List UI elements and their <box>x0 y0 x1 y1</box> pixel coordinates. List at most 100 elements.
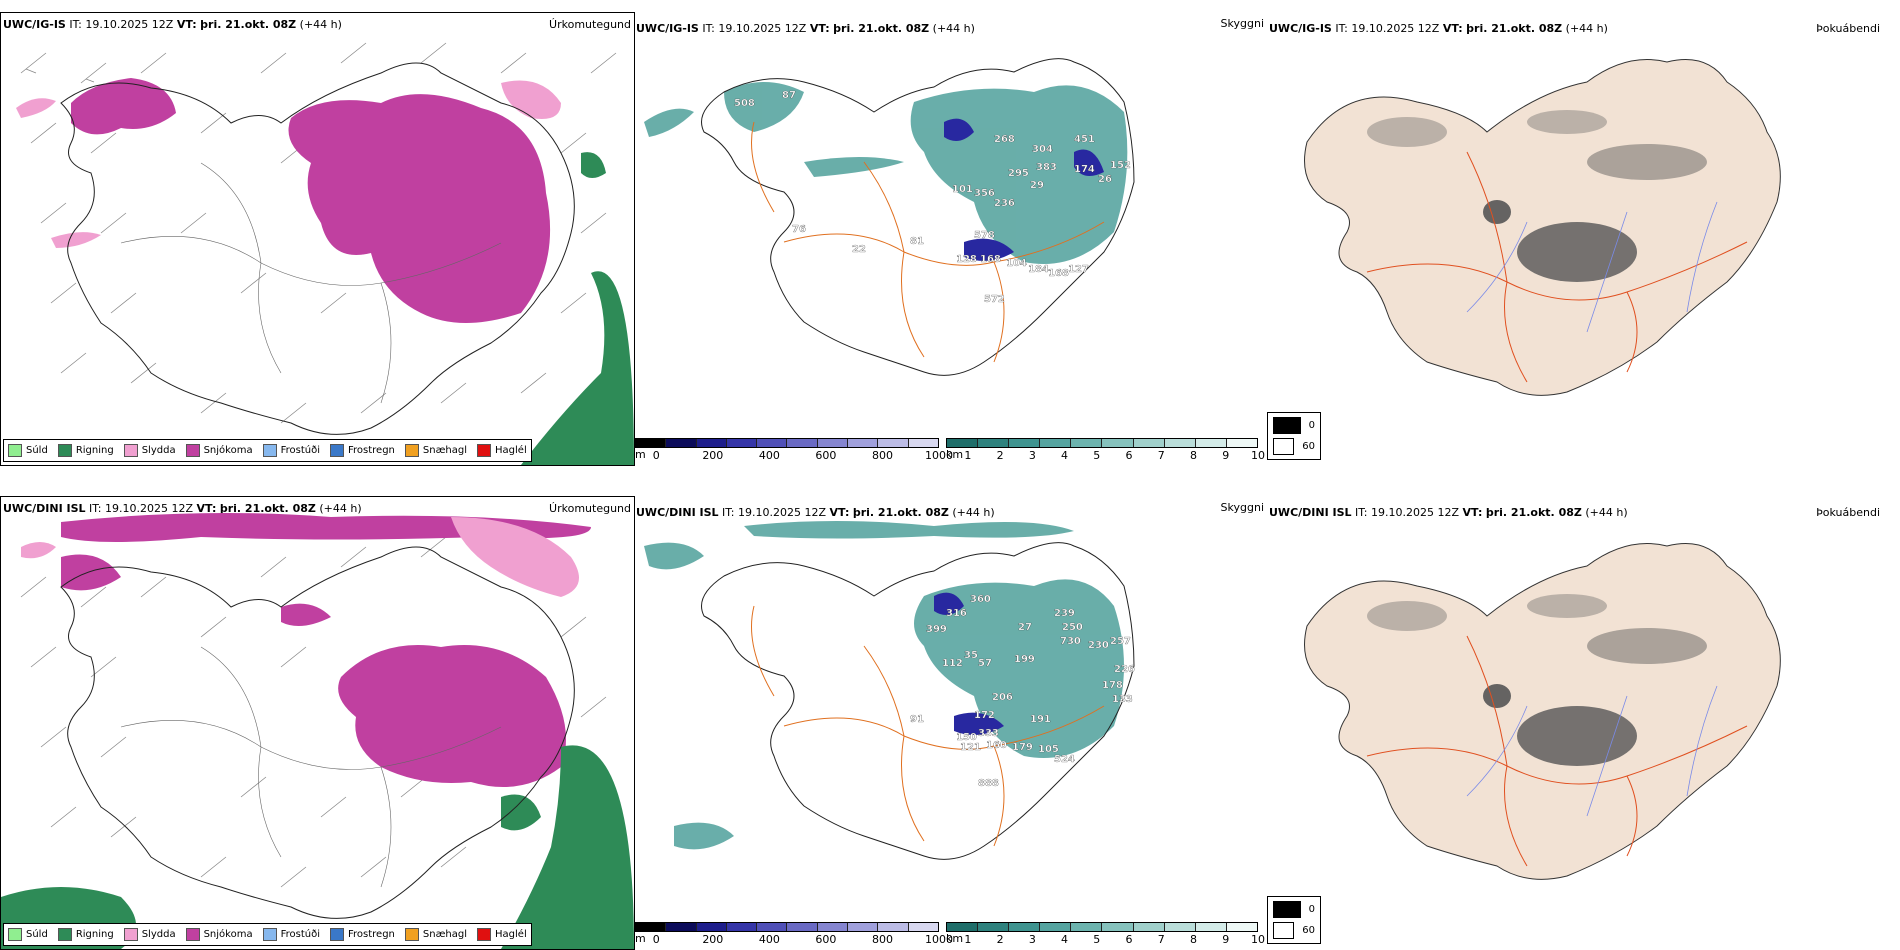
cloud-map: 399 316 360 112 35 57 91 150 333 121 160… <box>644 521 1135 860</box>
coastline <box>60 62 575 435</box>
precip-map <box>1 513 634 949</box>
colorbar-tick: 200 <box>702 449 724 462</box>
map-label: 104 <box>1006 258 1027 269</box>
map-label: 172 <box>974 710 995 721</box>
colorbar-tick: 0 <box>652 449 660 462</box>
colorbar-cell <box>757 439 788 447</box>
colorbar-cell <box>757 923 788 931</box>
colorbar-tick: 200 <box>702 933 724 946</box>
colorbar-unit: m <box>635 448 646 461</box>
map-label: 383 <box>1036 162 1057 173</box>
colorbar-cell <box>636 439 667 447</box>
map-label: 360 <box>970 594 991 605</box>
colorbar-cell <box>787 923 818 931</box>
map-label: 451 <box>1074 134 1095 145</box>
legend-item-rigning: Rigning <box>57 928 114 941</box>
map-label: 105 <box>1038 744 1059 755</box>
legend-item-black: 0 <box>1273 417 1315 434</box>
colorbar-cell <box>1133 439 1165 447</box>
map-label: 128 <box>956 254 977 265</box>
panel-title: Úrkomutegund <box>549 18 631 31</box>
map-label: 29 <box>1030 180 1044 191</box>
colorbar-tick: 1 <box>964 449 972 462</box>
map-label: 35 <box>964 650 978 661</box>
map-label: 178 <box>1102 680 1123 691</box>
colorbar-cell <box>848 923 879 931</box>
map-label: 508 <box>734 98 755 109</box>
cloud-base-labels: 508 87 76 22 81 128 168 104 184 168 127 … <box>734 90 1131 305</box>
map-label: 236 <box>994 198 1015 209</box>
colorbar-cell <box>1102 923 1134 931</box>
colorbar-cell <box>947 923 979 931</box>
colorbar-unit: km <box>946 448 964 461</box>
rain-areas <box>1 745 634 949</box>
map-label: 160 <box>986 740 1007 751</box>
map-label: 174 <box>1074 164 1095 175</box>
colorbar-cell <box>1195 923 1227 931</box>
colorbar-cell <box>636 923 667 931</box>
legend-item-rigning: Rigning <box>57 444 114 457</box>
colorbar-cell <box>726 923 758 931</box>
map-label: 26 <box>1098 174 1112 185</box>
colorbar-tick: 9 <box>1222 449 1230 462</box>
map-label: 206 <box>992 692 1013 703</box>
map-label: 179 <box>1012 742 1033 753</box>
map-label: 87 <box>782 90 796 101</box>
map-label: 76 <box>792 224 806 235</box>
map-label: 184 <box>1028 264 1049 275</box>
map-label: 150 <box>956 732 977 743</box>
colorbar-tick: 1000 <box>925 449 953 462</box>
map-label: 152 <box>1110 160 1131 171</box>
map-label: 27 <box>1018 622 1032 633</box>
colorbar-cell <box>978 923 1010 931</box>
colorbar-cell <box>947 439 979 447</box>
colorbar-cell <box>726 439 758 447</box>
legend-item-white: 60 <box>1273 922 1315 939</box>
map-label: 230 <box>1088 640 1109 651</box>
panel-title: Skyggni <box>1220 501 1264 514</box>
map-label: 121 <box>960 742 981 753</box>
map-label: 572 <box>984 294 1005 305</box>
map-label: 250 <box>1062 622 1083 633</box>
roads <box>120 162 502 404</box>
map-label: 356 <box>974 188 995 199</box>
panel-title: Skyggni <box>1220 17 1264 30</box>
colorbar-tick: 1000 <box>925 933 953 946</box>
legend-item-slydda: Slydda <box>123 928 176 941</box>
colorbar-cell <box>1071 923 1103 931</box>
colorbar-tick: 8 <box>1190 449 1198 462</box>
legend-item-frostudi: Frostúði <box>262 444 320 457</box>
cloud-map: 508 87 76 22 81 128 168 104 184 168 127 … <box>644 58 1135 376</box>
panel-header: UWC/IG-IS IT: 19.10.2025 12Z VT: þri. 21… <box>3 18 342 31</box>
map-label: 168 <box>1048 268 1069 279</box>
roads <box>751 121 1105 363</box>
legend-item-snaehagl: Snæhagl <box>404 444 467 457</box>
colorbar-tick: 5 <box>1093 933 1101 946</box>
cloud-base-labels: 399 316 360 112 35 57 91 150 333 121 160… <box>910 594 1135 789</box>
map-label: 524 <box>1054 754 1075 765</box>
legend-item-snjokoma: Snjókoma <box>185 444 253 457</box>
legend-item-frostregn: Frostregn <box>330 928 395 941</box>
panel-header: UWC/IG-IS IT: 19.10.2025 12Z VT: þri. 21… <box>1269 22 1608 35</box>
colorbar-cell <box>878 923 909 931</box>
colorbar-tick: 6 <box>1125 933 1133 946</box>
colorbar-cell <box>1009 923 1041 931</box>
colorbar-cell <box>1040 923 1072 931</box>
colorbar-tick: 400 <box>758 933 780 946</box>
colorbar-tick: 4 <box>1061 933 1069 946</box>
colorbar-unit: km <box>946 932 964 945</box>
colorbar-tick: 800 <box>871 449 893 462</box>
map-label: 268 <box>994 134 1015 145</box>
colorbar-cell <box>1164 923 1196 931</box>
colorbar-cell <box>1226 923 1257 931</box>
legend-item-hagel: Haglél <box>477 444 527 457</box>
colorbar-cell <box>1195 439 1227 447</box>
coastline <box>701 542 1135 860</box>
panel-title: Þokuábendi <box>1816 22 1880 35</box>
precip-map <box>16 42 634 465</box>
colorbar-tick: 5 <box>1093 449 1101 462</box>
cloud-base-colorbar: 0 200 400 600 800 1000 m <box>635 922 953 946</box>
map-label: 304 <box>1032 144 1053 155</box>
cover-map <box>1304 543 1781 880</box>
cover-panel-row1: UWC/IG-IS IT: 19.10.2025 12Z VT: þri. 21… <box>1267 12 1900 464</box>
